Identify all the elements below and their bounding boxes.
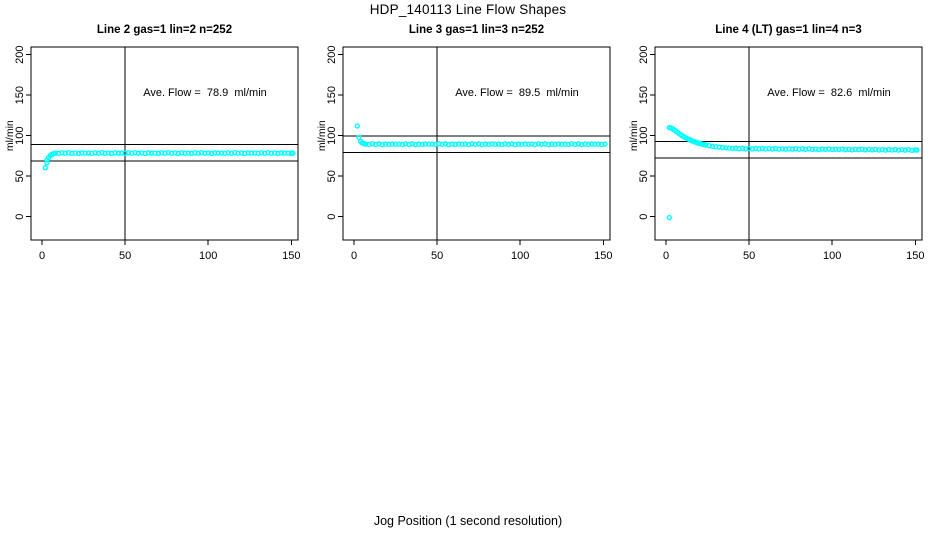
- y-tick-label: 200: [638, 46, 650, 64]
- panel-svg-2: Line 3 gas=1 lin=3 n=252 0 50 100 150 0 50 100 1…: [316, 24, 612, 262]
- x-tick-label: 150: [906, 250, 924, 262]
- x-tick-label: 100: [823, 250, 841, 262]
- y-axis-label: ml/min: [628, 120, 640, 151]
- y-tick-label: 0: [326, 214, 338, 220]
- y-tick-label: 0: [638, 214, 650, 220]
- data-point: [42, 164, 49, 171]
- plot-box: [342, 46, 611, 241]
- y-tick-label: 50: [638, 170, 650, 182]
- data-point: [914, 147, 920, 153]
- plot-box: [30, 46, 299, 241]
- panel-svg-3: Line 4 (LT) gas=1 lin=4 n=3 0 50 100 150 0 50 1…: [628, 24, 924, 262]
- y-axis-label: ml/min: [4, 120, 16, 151]
- panel-svg-1: Line 2 gas=1 lin=2 n=252 0 50 100 150 0 50 100 1…: [4, 24, 300, 262]
- data-point: [44, 160, 50, 166]
- data-point: [602, 141, 608, 147]
- y-tick-label: 100: [14, 127, 26, 145]
- y-tick-label: 100: [326, 127, 338, 145]
- data-point: [290, 150, 296, 156]
- y-tick-label: 100: [638, 127, 650, 145]
- x-tick-label: 0: [351, 250, 357, 262]
- y-tick-label: 50: [14, 170, 26, 182]
- x-tick-label: 150: [594, 250, 612, 262]
- ave-flow-annotation: Ave. Flow = 82.6 ml/min: [767, 87, 891, 99]
- y-tick-label: 150: [14, 86, 26, 104]
- ave-flow-annotation: Ave. Flow = 89.5 ml/min: [455, 87, 579, 99]
- data-point: [666, 214, 673, 221]
- x-tick-label: 150: [282, 250, 300, 262]
- y-tick-label: 200: [326, 46, 338, 64]
- x-tick-label: 50: [119, 250, 131, 262]
- y-axis-label: ml/min: [316, 120, 328, 151]
- panel-row: Line 2 gas=1 lin=2 n=252 0 50 100 150 0 50 100 1…: [4, 24, 924, 262]
- x-tick-label: 100: [511, 250, 529, 262]
- x-tick-label: 50: [743, 250, 755, 262]
- y-tick-label: 50: [326, 170, 338, 182]
- panel-title: Line 3 gas=1 lin=3 n=252: [409, 24, 544, 36]
- x-axis-label: Jog Position (1 second resolution): [373, 514, 563, 528]
- x-tick-label: 0: [39, 250, 45, 262]
- ave-flow-annotation: Ave. Flow = 78.9 ml/min: [143, 87, 267, 99]
- data-point: [354, 123, 361, 129]
- y-tick-label: 150: [638, 86, 650, 104]
- panel-title: Line 4 (LT) gas=1 lin=4 n=3: [715, 24, 861, 36]
- y-tick-label: 0: [14, 214, 26, 220]
- x-tick-label: 0: [663, 250, 669, 262]
- figure-title: HDP_140113 Line Flow Shapes: [369, 2, 567, 17]
- panel-title: Line 2 gas=1 lin=2 n=252: [97, 24, 232, 36]
- y-tick-label: 200: [14, 46, 26, 64]
- x-tick-label: 100: [199, 250, 217, 262]
- x-tick-label: 50: [431, 250, 443, 262]
- y-tick-label: 150: [326, 86, 338, 104]
- plot-box: [654, 46, 923, 241]
